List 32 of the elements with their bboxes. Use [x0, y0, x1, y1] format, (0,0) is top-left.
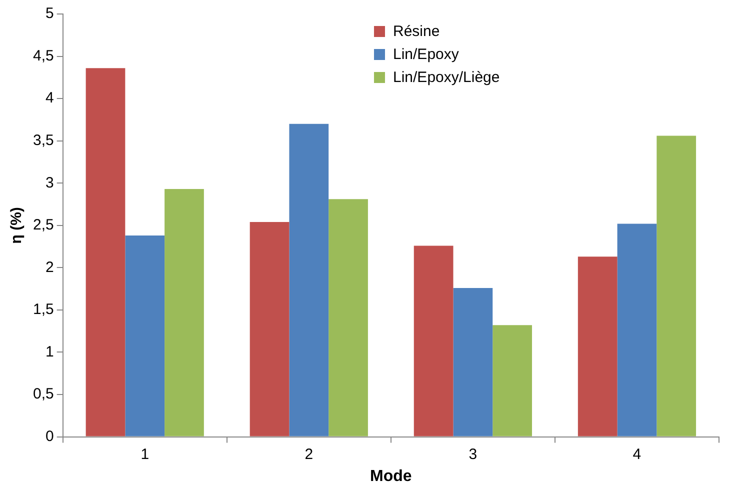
bar [328, 199, 368, 436]
bar [578, 256, 618, 436]
y-tick-label: 3 [46, 174, 54, 192]
x-tick-label: 1 [140, 446, 150, 463]
bar [617, 224, 657, 436]
bar [86, 68, 126, 436]
bar [289, 124, 329, 436]
legend-label: Lin/Epoxy [393, 45, 459, 65]
legend-label: Résine [393, 22, 440, 42]
legend-label: Lin/Epoxy/Liège [393, 68, 500, 88]
y-tick-label: 1 [46, 343, 54, 360]
y-tick-label: 0 [46, 428, 54, 445]
x-tick-label: 3 [468, 446, 478, 463]
bar [453, 288, 493, 436]
y-tick-label: 4,5 [32, 47, 54, 64]
bar [125, 236, 165, 436]
y-tick-label: 2,5 [32, 216, 54, 234]
y-tick-label: 1,5 [32, 301, 54, 318]
bar [656, 136, 696, 436]
y-tick-label: 3,5 [32, 132, 54, 149]
x-axis-title: Mode [370, 468, 412, 485]
y-tick-label: 2 [46, 258, 54, 276]
y-tick-label: 0,5 [32, 386, 54, 403]
y-axis-title: η (%) [8, 207, 26, 244]
bar [250, 222, 290, 436]
bar [492, 325, 532, 436]
y-tick-label: 5 [46, 5, 54, 22]
y-tick-label: 4 [46, 90, 54, 107]
x-tick-label: 4 [632, 446, 642, 463]
x-tick-label: 2 [304, 446, 314, 463]
bar [414, 246, 454, 436]
bar [164, 189, 204, 436]
